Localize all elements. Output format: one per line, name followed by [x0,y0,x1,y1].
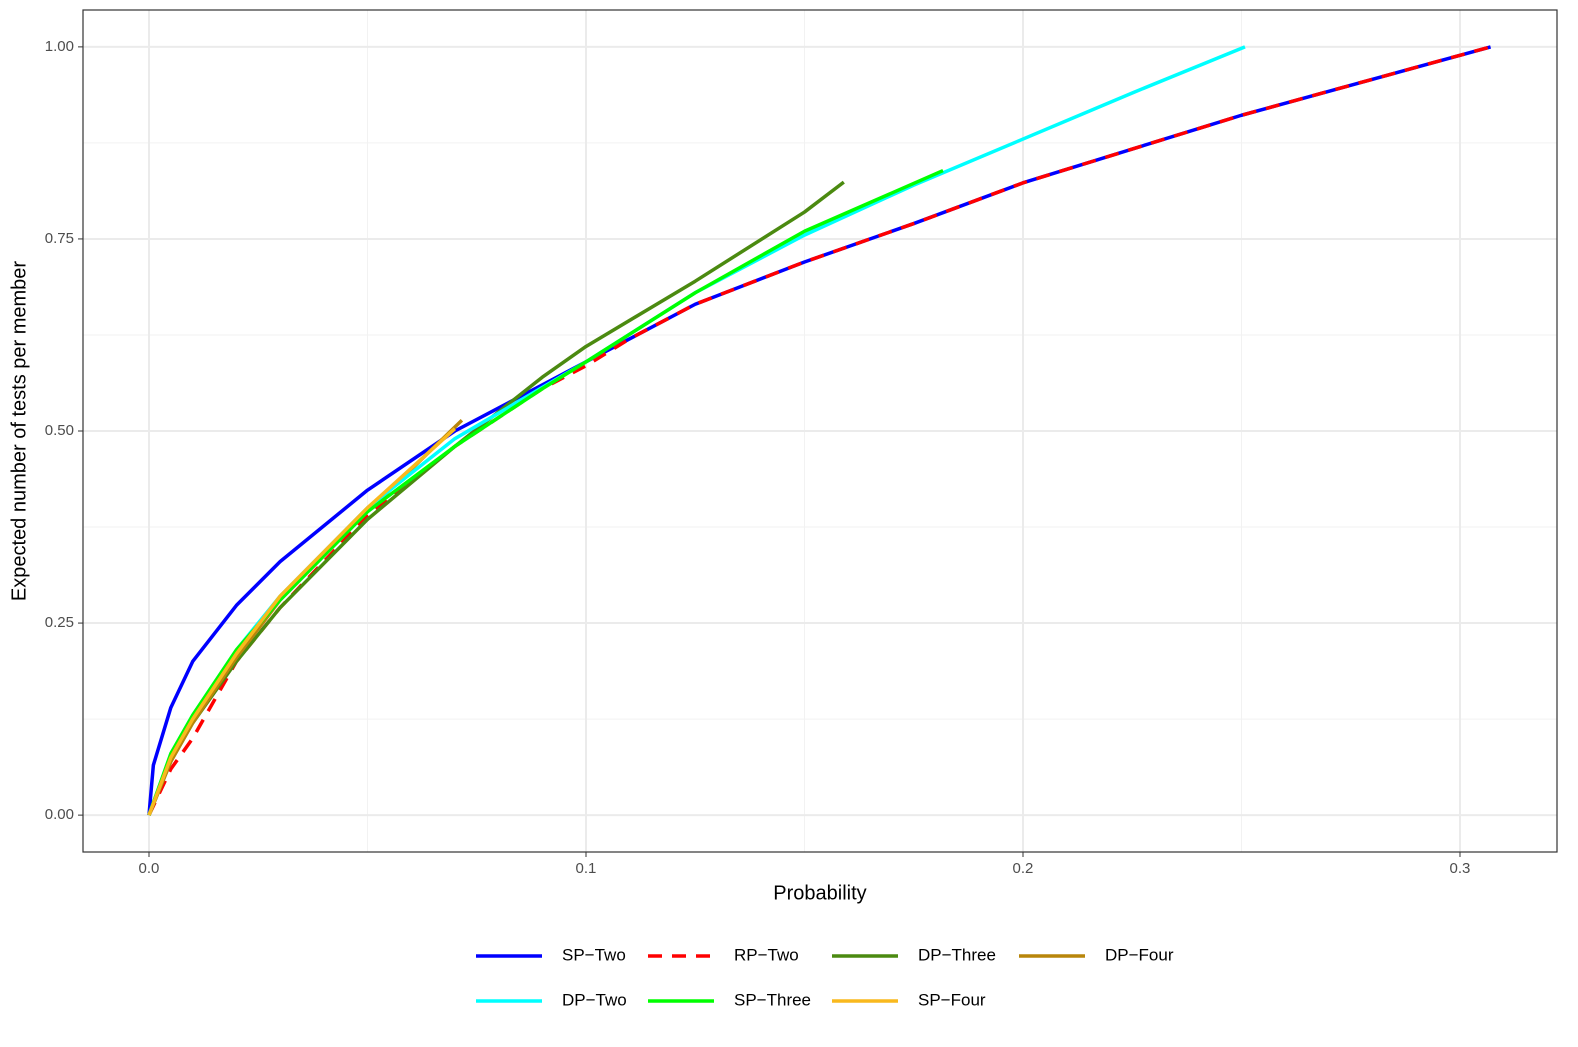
x-axis-title: Probability [773,882,866,904]
legend-label: DP−Three [918,945,996,964]
series-line [147,180,845,816]
series-line [147,45,1492,816]
y-axis-title: Expected number of tests per member [8,261,30,601]
legend-label: SP−Four [918,990,986,1009]
y-tick-label: 0.25 [45,614,74,631]
plot-border [82,9,1558,853]
x-tick-label: 0.2 [1013,860,1034,877]
series-line [147,168,944,816]
x-tick-label: 0.3 [1450,860,1471,877]
series-line [147,427,457,816]
legend-label: RP−Two [734,945,799,964]
y-tick-label: 0.75 [45,230,74,247]
y-tick-label: 0.00 [45,806,74,823]
legend-label: DP−Two [562,990,627,1009]
y-tick-label: 0.50 [45,422,74,439]
x-tick-label: 0.0 [139,860,160,877]
legend-label: DP−Four [1105,945,1174,964]
legend-label: SP−Two [562,945,626,964]
legend-label: SP−Three [734,990,811,1009]
y-tick-label: 1.00 [45,38,74,55]
x-tick-label: 0.1 [576,860,597,877]
